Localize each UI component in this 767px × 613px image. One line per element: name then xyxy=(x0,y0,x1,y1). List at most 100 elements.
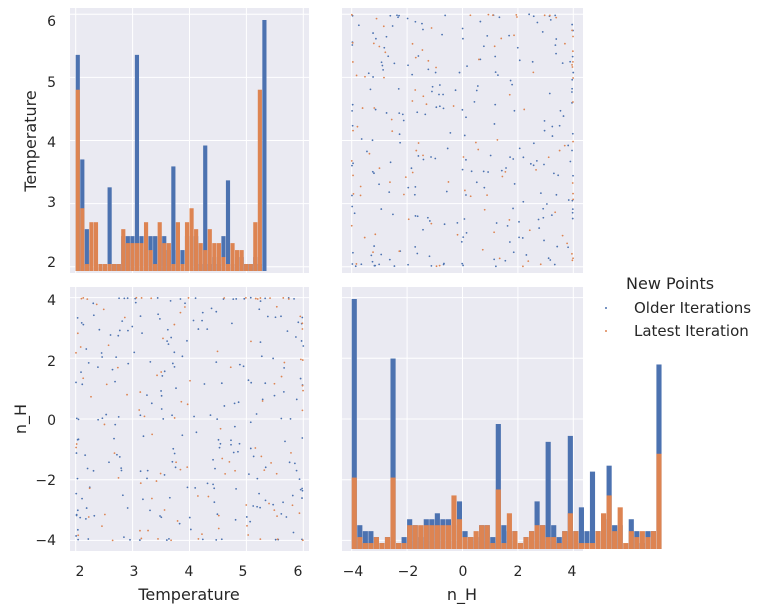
x-tick-label: 6 xyxy=(294,564,303,580)
scatter-point-older xyxy=(82,323,85,326)
scatter-point-latest xyxy=(352,192,355,195)
scatter-point-older xyxy=(353,212,356,215)
nh-hist-bar-older xyxy=(351,299,357,549)
scatter-point-latest xyxy=(403,193,405,196)
scatter-point-older xyxy=(399,141,402,144)
scatter-point-latest xyxy=(414,56,417,59)
scatter-point-latest xyxy=(547,156,550,159)
scatter-point-older xyxy=(552,172,555,175)
scatter-point-older xyxy=(461,27,464,30)
scatter-point-older xyxy=(75,514,78,517)
scatter-point-latest xyxy=(496,139,499,141)
scatter-point-latest xyxy=(186,403,189,406)
scatter-point-older xyxy=(539,192,542,195)
scatter-point-latest xyxy=(572,198,575,201)
scatter-point-older xyxy=(535,159,538,162)
scatter-point-older xyxy=(150,402,153,405)
scatter-point-latest xyxy=(422,154,424,157)
scatter-point-latest xyxy=(229,366,232,369)
scatter-point-older xyxy=(551,135,554,137)
scatter-point-older xyxy=(146,477,148,480)
scatter-point-latest xyxy=(275,472,278,475)
scatter-point-latest xyxy=(234,469,236,472)
scatter-point-older xyxy=(554,14,557,17)
scatter-point-latest xyxy=(82,377,85,380)
scatter-point-older xyxy=(494,71,497,74)
nh-hist-bar-latest xyxy=(357,537,363,549)
scatter-point-latest xyxy=(79,346,82,348)
scatter-point-older xyxy=(76,528,79,531)
nh-hist-bar-latest xyxy=(479,525,485,549)
scatter-point-older xyxy=(351,103,354,106)
scatter-point-older xyxy=(360,138,363,140)
scatter-point-older xyxy=(117,416,120,418)
scatter-point-older xyxy=(479,20,482,23)
scatter-point-older xyxy=(572,71,575,74)
scatter-point-latest xyxy=(260,455,263,458)
temperature-hist-bar-latest xyxy=(84,264,89,271)
scatter-point-older xyxy=(302,345,305,347)
scatter-point-older xyxy=(288,461,291,464)
x-tick-label: −2 xyxy=(398,564,419,580)
scatter-point-older xyxy=(189,528,192,531)
scatter-point-latest xyxy=(156,374,158,377)
x-tick-label: 0 xyxy=(459,564,468,580)
temperature-hist-bar-older xyxy=(153,236,158,271)
scatter-point-older xyxy=(159,515,161,517)
scatter-point-older xyxy=(416,252,419,255)
scatter-point-older xyxy=(571,87,574,90)
scatter-point-latest xyxy=(528,229,531,232)
scatter-point-latest xyxy=(384,51,387,54)
scatter-point-older xyxy=(462,264,464,267)
scatter-point-latest xyxy=(351,61,354,63)
scatter-point-latest xyxy=(250,340,252,343)
scatter-point-latest xyxy=(378,45,381,48)
scatter-point-latest xyxy=(474,141,477,144)
nh-hist-bar-older xyxy=(578,507,584,549)
nh-hist-bar-latest xyxy=(556,543,562,549)
scatter-point-latest xyxy=(486,194,488,197)
scatter-point-older xyxy=(513,109,516,112)
temperature-hist-bar-latest xyxy=(244,264,249,271)
scatter-point-older xyxy=(126,507,129,509)
nh-hist-bar-latest xyxy=(606,495,612,549)
scatter-point-latest xyxy=(532,71,535,74)
scatter-point-latest xyxy=(75,351,77,354)
scatter-point-older xyxy=(75,417,78,420)
scatter-point-older xyxy=(171,362,174,365)
scatter-point-older xyxy=(567,144,570,147)
nh-hist-bar-latest xyxy=(584,543,590,549)
scatter-point-older xyxy=(117,334,120,337)
scatter-point-latest xyxy=(173,417,176,419)
nh-hist-bar-latest xyxy=(473,531,479,549)
scatter-point-latest xyxy=(382,25,385,28)
y-tick-label: −2 xyxy=(35,473,56,489)
scatter-point-latest xyxy=(378,167,381,170)
scatter-point-older xyxy=(203,383,206,385)
nh-hist-bar-latest xyxy=(351,477,357,549)
scatter-point-older xyxy=(421,22,423,25)
scatter-point-older xyxy=(299,488,302,491)
scatter-point-older xyxy=(92,314,95,317)
scatter-point-latest xyxy=(508,219,511,221)
scatter-point-older xyxy=(272,357,275,360)
scatter-point-older xyxy=(411,73,414,76)
scatter-point-latest xyxy=(82,296,85,299)
scatter-point-latest xyxy=(571,29,573,32)
scatter-point-latest xyxy=(571,252,573,255)
y-tick-label: 4 xyxy=(47,135,56,151)
scatter-point-older xyxy=(463,134,466,137)
scatter-point-older xyxy=(139,470,142,473)
scatter-point-latest xyxy=(487,13,490,16)
scatter-point-older xyxy=(252,455,255,458)
nh-hist-bar-latest xyxy=(445,525,452,549)
temperature-hist-bar-latest xyxy=(143,222,149,271)
nh-hist-bar-latest xyxy=(468,537,474,549)
temperature-hist-bar-latest xyxy=(248,264,253,271)
scatter-point-older xyxy=(407,64,409,67)
scatter-point-latest xyxy=(351,42,354,44)
scatter-point-older xyxy=(250,381,253,384)
scatter-point-latest xyxy=(140,297,143,299)
scatter-point-older xyxy=(494,103,497,106)
scatter-point-latest xyxy=(421,49,424,51)
